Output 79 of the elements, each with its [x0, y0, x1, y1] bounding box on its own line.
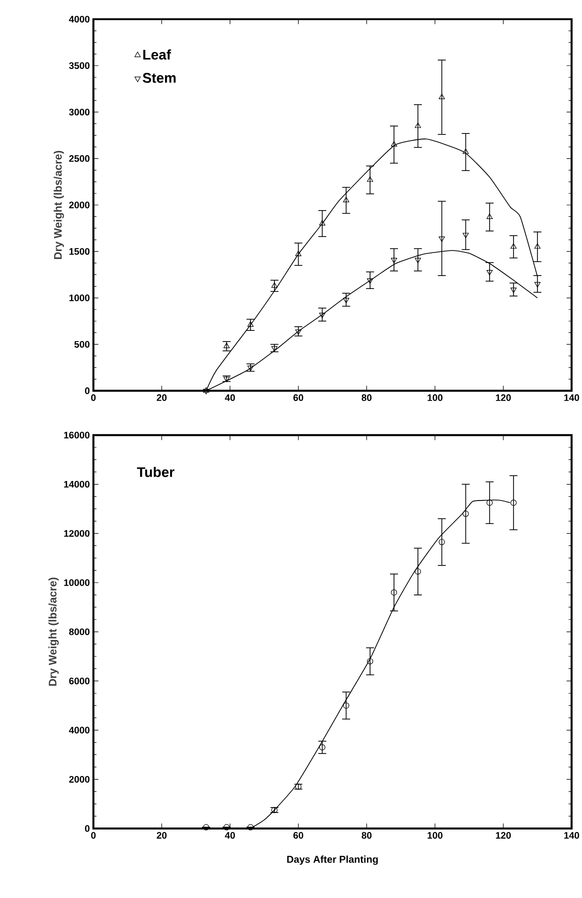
point [247, 366, 254, 372]
point [271, 346, 278, 352]
x-tick-label: 120 [496, 832, 511, 839]
x-tick-label: 20 [156, 394, 167, 402]
x-tick-label: 0 [91, 832, 96, 839]
x-axis-title: Days After Planting [287, 856, 378, 865]
point [390, 589, 398, 596]
point [224, 342, 230, 348]
point [319, 744, 326, 750]
point [486, 500, 493, 506]
x-tick-label: 100 [428, 832, 442, 839]
y-tick-label: 4000 [68, 16, 90, 23]
legend-label: Leaf [143, 49, 172, 60]
y-tick-label: 500 [74, 340, 90, 348]
y-tick-label: 2500 [69, 155, 90, 162]
point [366, 658, 374, 664]
x-tick-label: 0 [91, 394, 96, 402]
point [247, 824, 254, 830]
y-tick-label: 8000 [69, 628, 90, 636]
y-tick-label: 6000 [69, 678, 90, 684]
point [534, 282, 540, 288]
x-tick-label: 40 [224, 394, 235, 402]
text: Tuber [136, 466, 174, 478]
point [414, 568, 421, 575]
point [203, 824, 210, 830]
point [510, 500, 517, 506]
point [390, 141, 398, 146]
point [390, 258, 398, 264]
point [295, 250, 302, 256]
point [486, 270, 493, 276]
y-axis-title: Dry Weight (lbs/acre) [54, 150, 64, 259]
point [486, 214, 493, 219]
y-tick-label: 3000 [69, 108, 90, 116]
y-axis-title: Dry Weight (lbs/acre) [48, 578, 59, 686]
point [367, 278, 374, 284]
y-tick-label: 0 [84, 387, 90, 394]
y-tick-label: 0 [84, 825, 90, 832]
y-tick-label: 1500 [69, 248, 90, 255]
y-tick-label: 3500 [69, 62, 90, 69]
y-tick-label: 10000 [64, 579, 90, 586]
x-tick-label: 80 [362, 832, 372, 839]
x-tick-label: 140 [564, 394, 580, 402]
y-tick-label: 14000 [64, 480, 90, 488]
point [319, 312, 326, 318]
point [271, 282, 278, 288]
x-tick-label: 120 [496, 394, 511, 402]
y-tick-label: 2000 [69, 202, 90, 208]
point [462, 510, 469, 517]
point [438, 94, 445, 100]
point [247, 321, 254, 327]
x-tick-label: 140 [564, 832, 580, 839]
point [462, 232, 469, 238]
point [510, 288, 517, 294]
point [462, 148, 469, 154]
point [438, 236, 445, 242]
x-tick-label: 100 [428, 394, 442, 402]
y-tick-label: 1000 [69, 294, 90, 302]
point [319, 220, 326, 226]
point [438, 538, 445, 546]
x-tick-label: 80 [362, 394, 372, 402]
x-tick-label: 20 [156, 832, 167, 839]
point [414, 258, 421, 264]
y-tick-label: 16000 [64, 432, 90, 438]
y-tick-label: 12000 [64, 530, 90, 537]
point [414, 122, 421, 128]
point [343, 196, 350, 202]
point [295, 329, 302, 335]
x-tick-label: 60 [293, 394, 304, 402]
point [343, 298, 350, 304]
point [224, 824, 230, 830]
point [343, 702, 350, 709]
y-tick-label: 4000 [68, 726, 90, 734]
point [367, 176, 374, 182]
legend-label: Stem [142, 72, 176, 83]
x-tick-label: 40 [224, 832, 235, 839]
y-tick-label: 2000 [69, 776, 90, 783]
point [534, 243, 540, 249]
point [510, 243, 517, 249]
x-tick-label: 60 [293, 832, 304, 839]
